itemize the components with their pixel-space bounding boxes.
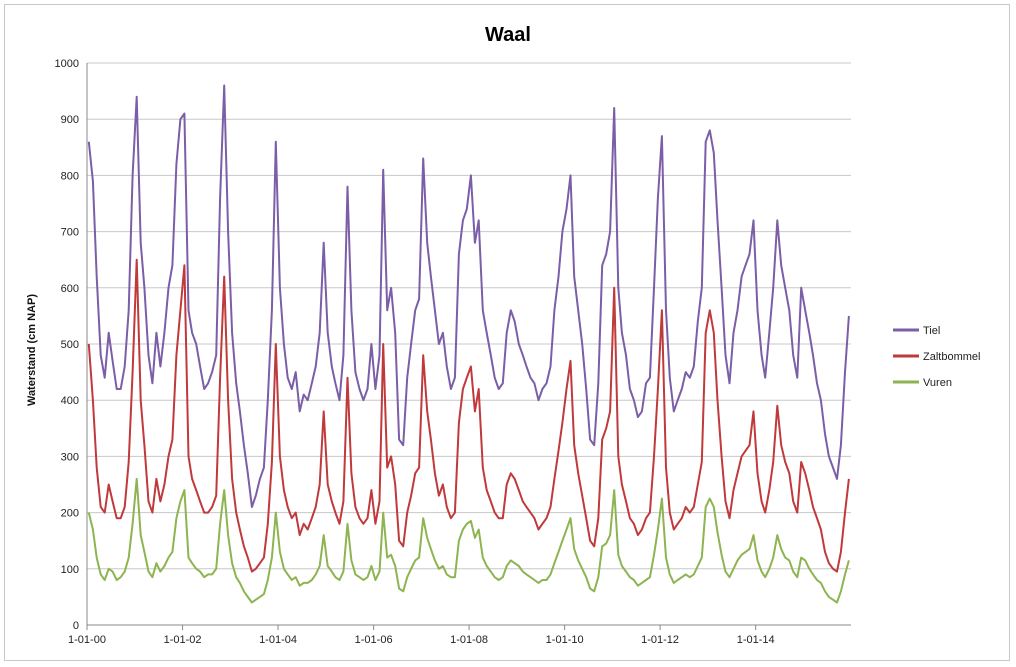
x-tick-label: 1-01-08 bbox=[450, 634, 488, 646]
legend-label-zaltbommel: Zaltbommel bbox=[923, 351, 980, 363]
x-tick-label: 1-01-06 bbox=[355, 634, 393, 646]
y-tick-label: 100 bbox=[61, 564, 79, 576]
y-tick-label: 900 bbox=[61, 114, 79, 126]
axes bbox=[86, 63, 851, 630]
chart-title: Waal bbox=[485, 24, 531, 46]
series-line-zaltbommel bbox=[87, 258, 850, 573]
series-line-tiel bbox=[87, 84, 850, 508]
series-lines bbox=[87, 84, 850, 604]
x-tick-label: 1-01-04 bbox=[259, 634, 297, 646]
y-tick-label: 800 bbox=[61, 170, 79, 182]
x-tick-labels: 1-01-00 1-01-02 1-01-04 1-01-06 1-01-08 1-01-… bbox=[68, 634, 775, 646]
y-tick-labels: 0 100 200 300 400 500 600 700 800 900 1000 bbox=[55, 58, 79, 632]
x-tick-label: 1-01-14 bbox=[737, 634, 775, 646]
y-tick-label: 200 bbox=[61, 508, 79, 520]
x-tick-label: 1-01-02 bbox=[164, 634, 202, 646]
y-tick-label: 1000 bbox=[55, 58, 79, 70]
legend: Tiel Zaltbommel Vuren bbox=[893, 325, 980, 389]
y-tick-label: 300 bbox=[61, 451, 79, 463]
grid-lines bbox=[87, 62, 851, 570]
y-tick-label: 600 bbox=[61, 283, 79, 295]
y-tick-label: 400 bbox=[61, 395, 79, 407]
x-tick-label: 1-01-10 bbox=[546, 634, 584, 646]
x-tick-label: 1-01-12 bbox=[641, 634, 679, 646]
line-chart: Waal 0 100 200 300 400 500 600 700 800 900 1000 1-… bbox=[26, 24, 980, 646]
y-tick-label: 700 bbox=[61, 227, 79, 239]
legend-label-tiel: Tiel bbox=[923, 325, 940, 337]
y-tick-label: 500 bbox=[61, 339, 79, 351]
chart-frame: Waal 0 100 200 300 400 500 600 700 800 900 1000 1-… bbox=[4, 4, 1010, 661]
legend-label-vuren: Vuren bbox=[923, 377, 952, 389]
y-axis-title: Waterstand (cm NAP) bbox=[26, 294, 38, 406]
x-tick-label: 1-01-00 bbox=[68, 634, 106, 646]
series-line-vuren bbox=[87, 477, 850, 604]
y-tick-label: 0 bbox=[73, 620, 79, 632]
